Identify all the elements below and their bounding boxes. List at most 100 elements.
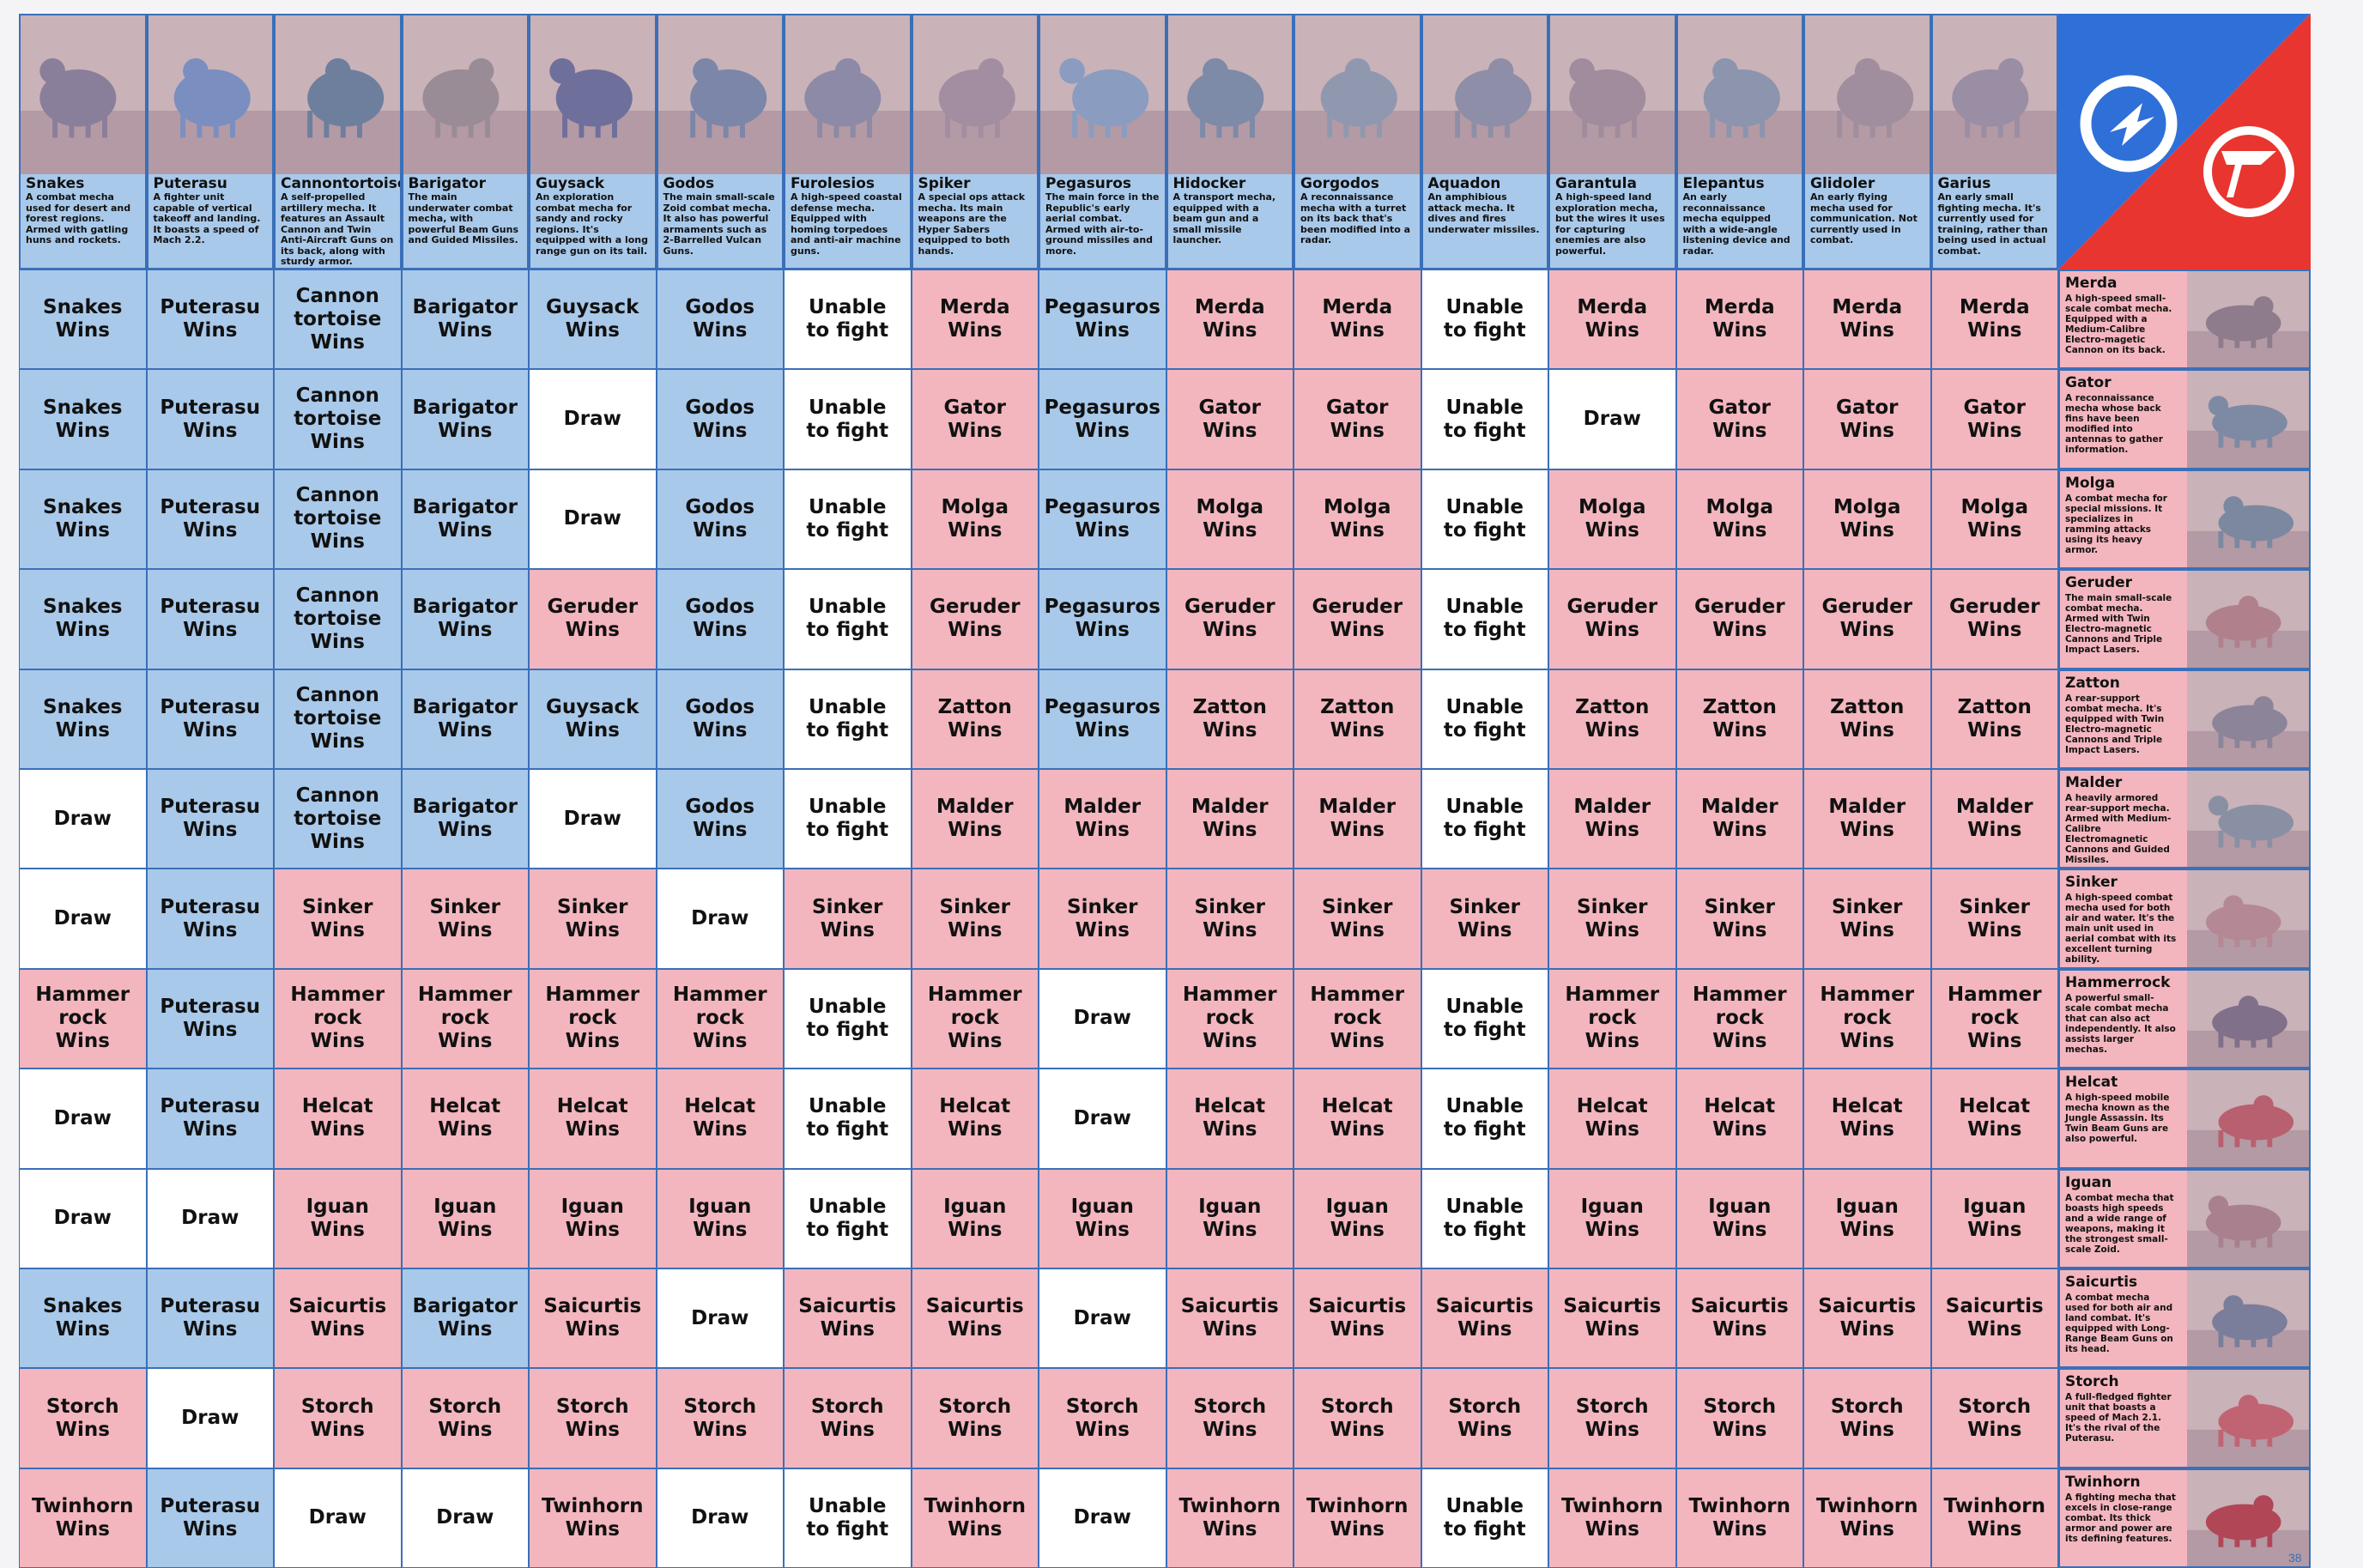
battle-result-cell: Draw <box>1039 1468 1166 1568</box>
battle-result-cell: Zatton Wins <box>1166 669 1294 769</box>
zoid-name: Merda <box>2065 275 2118 292</box>
zoid-name: Hidocker <box>1172 175 1246 192</box>
zoid-description: A high-speed land exploration mecha, but… <box>1555 191 1665 257</box>
zoid-photo <box>530 15 655 174</box>
battle-result-cell: Storch Wins <box>1039 1368 1166 1468</box>
battle-result-cell: Unable to fight <box>1421 269 1548 370</box>
zoid-name: Hammerrock <box>2065 973 2171 991</box>
battle-result-cell: Draw <box>529 769 657 869</box>
battle-result-cell: Storch Wins <box>1166 1368 1294 1468</box>
battle-result-cell: Geruder Wins <box>1294 569 1421 669</box>
zoid-name: Godos <box>663 175 715 192</box>
battle-result-cell: Unable to fight <box>1421 569 1548 669</box>
battle-result-cell: Storch Wins <box>274 1368 402 1468</box>
battle-result-cell: Draw <box>19 869 147 969</box>
battle-result-cell: Twinhorn Wins <box>1294 1468 1421 1568</box>
battle-result-cell: Merda Wins <box>1803 269 1931 370</box>
battle-result-cell: Draw <box>19 1069 147 1169</box>
zoid-description: A combat mecha used for both air and lan… <box>2065 1293 2173 1354</box>
battle-result-cell: Unable to fight <box>1421 968 1548 1069</box>
zoid-column-card: Barigator The main underwater combat mech… <box>401 14 529 269</box>
battle-result-cell: Storch Wins <box>784 1368 912 1468</box>
battle-result-cell: Geruder Wins <box>911 569 1039 669</box>
battle-result-cell: Merda Wins <box>1675 269 1803 370</box>
zoid-description: A rear-support combat mecha. It's equipp… <box>2065 693 2165 755</box>
zoid-description: A fighter unit capable of vertical takeo… <box>153 191 261 245</box>
zoid-row-card: Storch A full-fledged fighter unit that b… <box>2058 1368 2311 1468</box>
zoid-description: The main underwater combat mecha, with p… <box>408 191 519 245</box>
zoid-description: The main small-scale combat mecha. Armed… <box>2065 593 2172 656</box>
zoid-description: A high-speed coastal defense mecha. Equi… <box>791 191 902 257</box>
battle-result-cell: Sinker Wins <box>401 869 529 969</box>
battle-result-cell: Draw <box>1548 369 1676 469</box>
zoid-name: Barigator <box>408 175 486 192</box>
battle-result-cell: Iguan Wins <box>1294 1168 1421 1268</box>
zoid-description: The main small-scale Zoid combat mecha. … <box>663 191 775 257</box>
zoid-description: A reconnaissance mecha with a turret on … <box>1300 191 1411 245</box>
battle-result-cell: Unable to fight <box>784 469 912 570</box>
battle-result-cell: Draw <box>1039 968 1166 1069</box>
battle-result-cell: Malder Wins <box>911 769 1039 869</box>
battle-result-cell: Hammer rock Wins <box>1675 968 1803 1069</box>
battle-result-cell: Sinker Wins <box>529 869 657 969</box>
battle-result-cell: Geruder Wins <box>1803 569 1931 669</box>
battle-result-cell: Storch Wins <box>1930 1368 2058 1468</box>
battle-result-cell: Storch Wins <box>529 1368 657 1468</box>
empire-emblem-icon <box>2203 126 2294 217</box>
battle-result-cell: Helcat Wins <box>656 1069 784 1169</box>
zoid-row-card: Saicurtis A combat mecha used for both ai… <box>2058 1268 2311 1369</box>
zoid-photo <box>2187 571 2309 668</box>
battle-result-cell: Gator Wins <box>911 369 1039 469</box>
battle-result-cell: Godos Wins <box>656 369 784 469</box>
battle-result-cell: Saicurtis Wins <box>1548 1268 1676 1369</box>
battle-result-cell: Pegasuros Wins <box>1039 469 1166 570</box>
battle-result-cell: Draw <box>1039 1069 1166 1169</box>
battle-result-cell: Gator Wins <box>1294 369 1421 469</box>
battle-result-cell: Storch Wins <box>1421 1368 1548 1468</box>
battle-result-cell: Merda Wins <box>911 269 1039 370</box>
battle-result-cell: Puterasu Wins <box>146 569 274 669</box>
battle-result-cell: Godos Wins <box>656 769 784 869</box>
battle-result-cell: Saicurtis Wins <box>1930 1268 2058 1369</box>
zoid-row-card: Zatton A rear-support combat mecha. It's … <box>2058 669 2311 769</box>
zoid-column-card: Hidocker A transport mecha, equipped with… <box>1166 14 1294 269</box>
zoid-photo <box>276 15 400 174</box>
battle-result-cell: Pegasuros Wins <box>1039 569 1166 669</box>
zoid-name: Snakes <box>26 175 85 192</box>
battle-result-cell: Twinhorn Wins <box>1675 1468 1803 1568</box>
zoid-name: Helcat <box>2065 1074 2118 1092</box>
battle-result-cell: Iguan Wins <box>1930 1168 2058 1268</box>
battle-result-cell: Hammer rock Wins <box>529 968 657 1069</box>
battle-result-cell: Molga Wins <box>1675 469 1803 570</box>
battle-result-cell: Pegasuros Wins <box>1039 669 1166 769</box>
battle-result-cell: Saicurtis Wins <box>529 1268 657 1369</box>
battle-result-cell: Zatton Wins <box>1675 669 1803 769</box>
zoid-row-card: Molga A combat mecha for special missions… <box>2058 469 2311 570</box>
battle-result-cell: Godos Wins <box>656 469 784 570</box>
battle-result-cell: Storch Wins <box>1548 1368 1676 1468</box>
battle-result-cell: Barigator Wins <box>401 469 529 570</box>
page-number: 38 <box>2288 1551 2302 1565</box>
zoid-name: Cannontortoise <box>281 175 402 192</box>
battle-result-cell: Molga Wins <box>911 469 1039 570</box>
battle-result-cell: Barigator Wins <box>401 669 529 769</box>
battle-result-cell: Cannon tortoise Wins <box>274 369 402 469</box>
zoid-column-card: Puterasu A fighter unit capable of vertic… <box>146 14 274 269</box>
zoid-name: Elepantus <box>1682 175 1765 192</box>
battle-result-cell: Saicurtis Wins <box>1421 1268 1548 1369</box>
zoid-name: Twinhorn <box>2065 1473 2141 1491</box>
zoid-description: A self-propelled artillery mecha. It fea… <box>281 191 394 267</box>
zoid-column-card: Guysack An exploration combat mecha for s… <box>529 14 657 269</box>
zoid-name: Furolesios <box>791 175 876 192</box>
battle-result-cell: Puterasu Wins <box>146 469 274 570</box>
zoid-photo <box>2187 771 2309 868</box>
battle-chart: Snakes A combat mecha used for desert and… <box>19 14 2336 1568</box>
zoid-description: A combat mecha for special missions. It … <box>2065 493 2167 555</box>
battle-result-cell: Puterasu Wins <box>146 968 274 1069</box>
battle-result-cell: Sinker Wins <box>1039 869 1166 969</box>
zoid-name: Iguan <box>2065 1173 2112 1191</box>
battle-result-cell: Zatton Wins <box>1930 669 2058 769</box>
zoid-photo <box>2187 470 2309 568</box>
battle-result-cell: Twinhorn Wins <box>19 1468 147 1568</box>
zoid-photo <box>1550 15 1675 174</box>
